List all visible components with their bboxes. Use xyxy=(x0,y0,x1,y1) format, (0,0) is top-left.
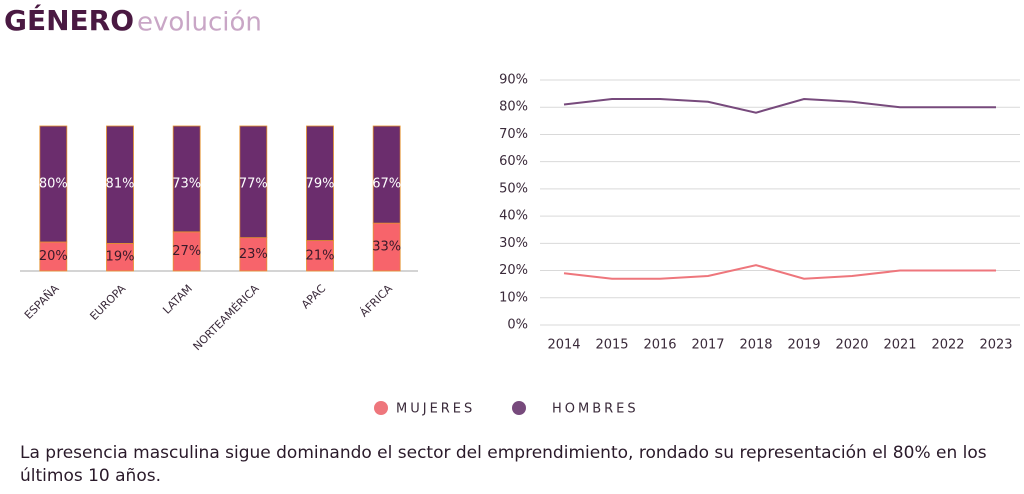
x-tick-label: LATAM xyxy=(160,282,195,317)
value-label: 67% xyxy=(372,177,401,192)
subtitle: evolución xyxy=(137,8,262,38)
y-tick-label: 40% xyxy=(499,209,528,224)
value-label: 23% xyxy=(239,247,268,262)
x-tick-label: 2023 xyxy=(979,338,1012,353)
legend-marker xyxy=(374,401,388,415)
value-label: 81% xyxy=(106,177,135,192)
y-tick-label: 10% xyxy=(499,290,528,305)
bar-segment xyxy=(172,231,201,272)
y-tick-label: 0% xyxy=(507,318,528,333)
value-label: 77% xyxy=(239,177,268,192)
x-tick-label: 2016 xyxy=(643,338,676,353)
value-label: 27% xyxy=(172,244,201,259)
x-tick-label: 2017 xyxy=(691,338,724,353)
x-tick-label: ESPAÑA xyxy=(22,282,62,322)
x-tick-label: 2022 xyxy=(931,338,964,353)
bar-segment xyxy=(239,237,268,272)
value-label: 73% xyxy=(172,177,201,192)
x-tick-label: 2021 xyxy=(883,338,916,353)
x-tick-label: 2020 xyxy=(835,338,868,353)
value-label: 80% xyxy=(39,177,68,192)
caption: La presencia masculina sigue dominando e… xyxy=(20,443,987,486)
title: GÉNERO xyxy=(4,3,134,37)
bar-segment xyxy=(306,240,334,272)
legend-label: MUJERES xyxy=(396,402,475,417)
bar-segment xyxy=(372,222,401,272)
bar-segment xyxy=(39,241,68,272)
x-tick-label: ÁFRICA xyxy=(357,282,395,320)
x-tick-label: 2018 xyxy=(739,338,772,353)
value-label: 79% xyxy=(306,177,335,192)
x-tick-label: NORTEAMÉRICA xyxy=(191,282,262,353)
value-label: 19% xyxy=(106,250,135,265)
bar-segment xyxy=(306,125,334,241)
value-label: 20% xyxy=(39,249,68,264)
x-tick-label: 2015 xyxy=(595,338,628,353)
x-tick-label: 2019 xyxy=(787,338,820,353)
value-label: 21% xyxy=(306,248,335,263)
line xyxy=(563,98,996,114)
legend-marker xyxy=(512,401,526,415)
bar-segment xyxy=(239,125,268,239)
y-tick-label: 30% xyxy=(499,236,528,251)
bar-segment xyxy=(106,125,134,244)
bar-segment xyxy=(39,125,68,243)
y-tick-label: 70% xyxy=(499,127,528,142)
x-tick-label: 2014 xyxy=(547,338,580,353)
legend-label: HOMBRES xyxy=(552,402,639,417)
line xyxy=(563,264,996,280)
y-tick-label: 20% xyxy=(499,263,528,278)
y-tick-label: 60% xyxy=(499,154,528,169)
y-tick-label: 90% xyxy=(499,73,528,88)
y-tick-label: 50% xyxy=(499,181,528,196)
x-tick-label: APAC xyxy=(299,282,329,312)
x-tick-label: EUROPA xyxy=(87,282,128,323)
y-tick-label: 80% xyxy=(499,100,528,115)
bar-segment xyxy=(372,125,401,224)
value-label: 33% xyxy=(372,240,401,255)
bar-segment xyxy=(172,125,201,233)
